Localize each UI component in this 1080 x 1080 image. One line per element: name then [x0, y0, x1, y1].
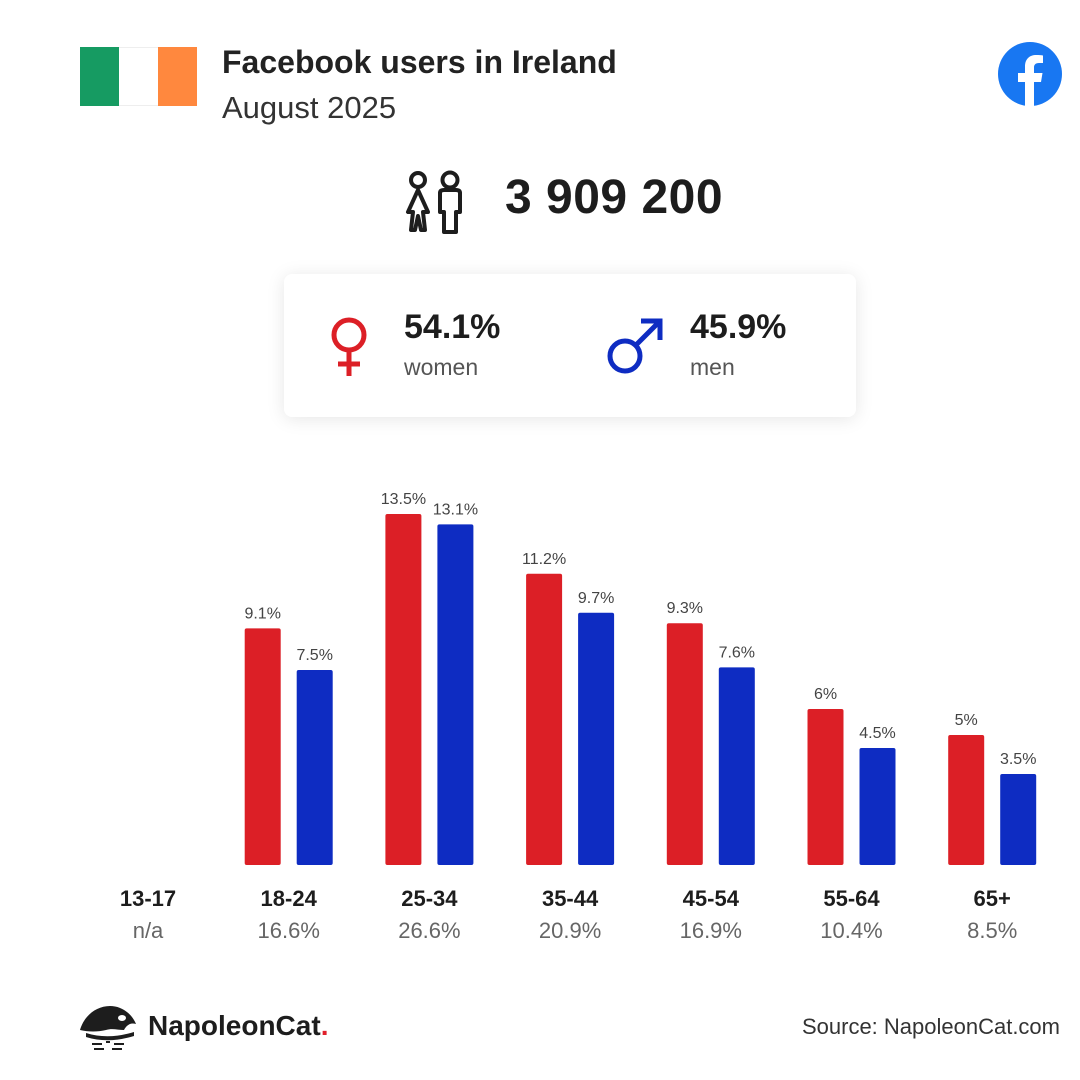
- page-title: Facebook users in Ireland: [222, 44, 617, 80]
- men-label: men: [690, 354, 735, 380]
- page-subtitle: August 2025: [222, 90, 397, 125]
- bar-men-65+: [1000, 774, 1037, 865]
- bar-women-65+: [948, 735, 985, 865]
- category-total-18-24: 16.6%: [258, 918, 320, 943]
- category-total-25-34: 26.6%: [398, 918, 460, 943]
- bar-women-55-64: [807, 709, 844, 865]
- data-label-men-35-44: 9.7%: [578, 590, 614, 607]
- data-label-men-18-24: 7.5%: [296, 647, 332, 664]
- bar-men-45-54: [718, 667, 755, 865]
- total-users-value: 3 909 200: [505, 171, 724, 224]
- ireland-flag-icon: [80, 47, 197, 106]
- category-total-13-17: n/a: [133, 918, 164, 943]
- male-icon: [607, 318, 663, 374]
- bar-men-55-64: [859, 748, 896, 865]
- napoleoncat-logo-icon: [80, 1006, 136, 1050]
- bar-women-45-54: [666, 623, 703, 865]
- category-label-13-17: 13-17: [120, 886, 176, 911]
- bar-women-18-24: [244, 628, 281, 865]
- category-label-45-54: 45-54: [683, 886, 740, 911]
- data-label-men-55-64: 4.5%: [859, 725, 895, 742]
- brand-name-text: NapoleonCat: [148, 1010, 321, 1041]
- data-label-men-45-54: 7.6%: [719, 644, 755, 661]
- data-label-men-65+: 3.5%: [1000, 751, 1036, 768]
- brand-dot: .: [320, 1010, 329, 1041]
- category-label-65+: 65+: [974, 886, 1011, 911]
- category-label-55-64: 55-64: [823, 886, 880, 911]
- data-label-women-18-24: 9.1%: [244, 605, 280, 622]
- category-label-35-44: 35-44: [542, 886, 599, 911]
- gender-summary-card: [284, 274, 856, 417]
- category-label-18-24: 18-24: [261, 886, 318, 911]
- data-label-women-25-34: 13.5%: [381, 491, 426, 508]
- flag-orange-stripe: [158, 47, 197, 106]
- data-label-women-65+: 5%: [955, 712, 978, 729]
- category-total-45-54: 16.9%: [680, 918, 742, 943]
- bar-women-25-34: [385, 514, 422, 865]
- category-label-25-34: 25-34: [401, 886, 458, 911]
- brand-name: NapoleonCat.: [148, 1010, 328, 1042]
- category-total-35-44: 20.9%: [539, 918, 601, 943]
- age-gender-bar-chart: 13-17 n/a 9.1% 7.5% 18-24 16.6% 13.5% 13.1% 25-3…: [120, 491, 1037, 943]
- women-label: women: [404, 354, 479, 380]
- men-percentage: 45.9%: [690, 308, 787, 346]
- women-percentage: 54.1%: [404, 308, 501, 346]
- flag-green-stripe: [80, 47, 119, 106]
- bar-women-35-44: [526, 573, 563, 865]
- source-credit: Source: NapoleonCat.com: [801, 1014, 1060, 1039]
- data-label-women-55-64: 6%: [814, 686, 837, 703]
- flag-white-stripe: [119, 47, 158, 106]
- data-label-women-35-44: 11.2%: [522, 551, 566, 568]
- category-total-55-64: 10.4%: [820, 918, 882, 943]
- female-icon: [331, 317, 367, 376]
- bar-men-25-34: [437, 524, 474, 865]
- category-total-65+: 8.5%: [967, 918, 1017, 943]
- data-label-women-45-54: 9.3%: [667, 600, 703, 617]
- people-icon: [406, 170, 462, 234]
- data-label-men-25-34: 13.1%: [433, 501, 478, 518]
- bar-men-35-44: [578, 612, 615, 865]
- facebook-icon: [998, 42, 1062, 106]
- bar-men-18-24: [296, 670, 333, 865]
